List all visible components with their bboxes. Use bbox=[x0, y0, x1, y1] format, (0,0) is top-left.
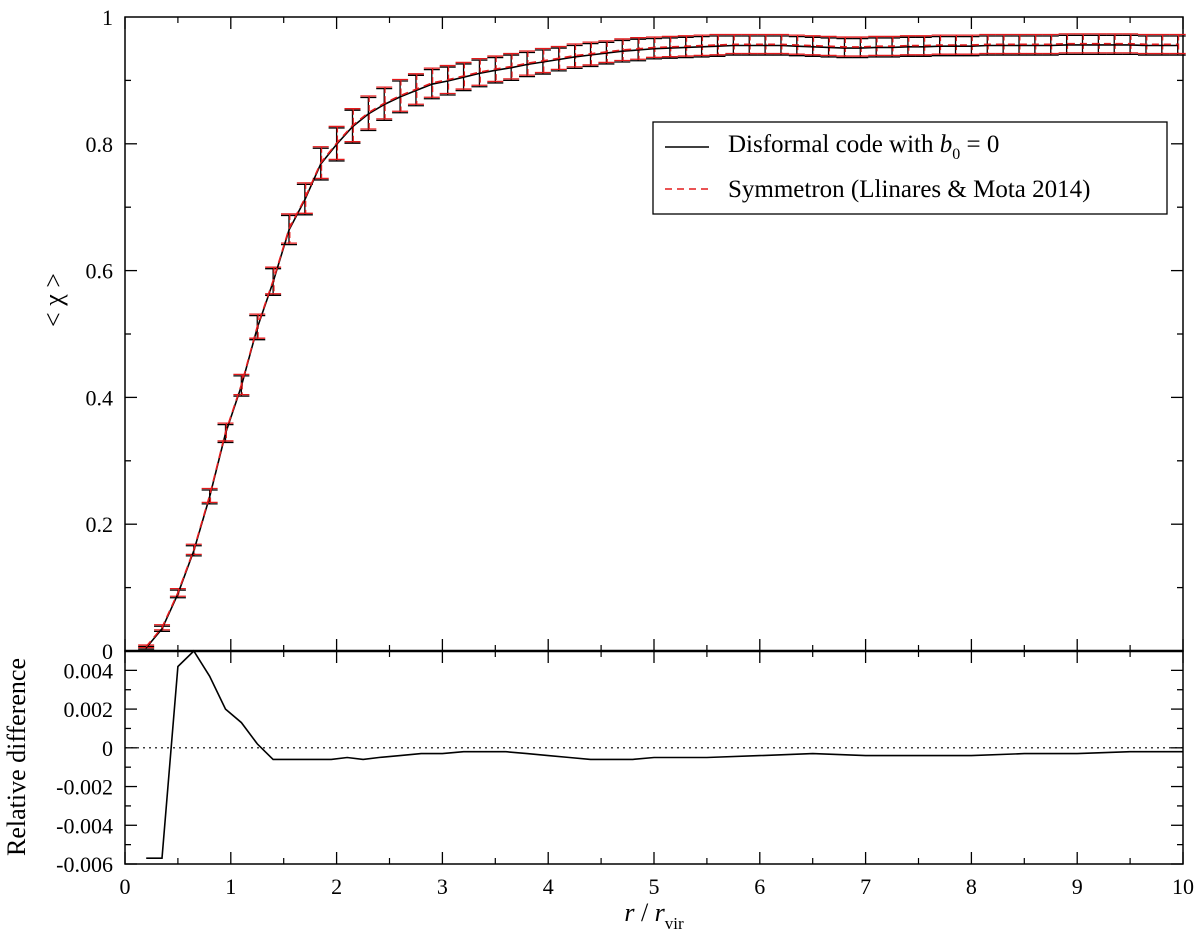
main-y-tick-label: 0.6 bbox=[86, 259, 114, 284]
residual-y-tick-label: 0.002 bbox=[64, 697, 114, 722]
main-y-tick-label-zero: 0 bbox=[102, 639, 113, 664]
main-ticks bbox=[124, 17, 1184, 651]
x-tick-label: 2 bbox=[331, 874, 342, 899]
main-y-tick-label: 0.2 bbox=[86, 512, 114, 537]
x-tick-label: 4 bbox=[543, 874, 554, 899]
main-plot-frame bbox=[124, 16, 1184, 652]
x-tick-label: 7 bbox=[860, 874, 871, 899]
symmetron-series-line bbox=[145, 42, 1178, 648]
residual-y-tick-label: -0.002 bbox=[56, 775, 113, 800]
residual-y-tick-label: -0.006 bbox=[56, 852, 113, 877]
main-y-tick-label: 0.4 bbox=[86, 385, 114, 410]
legend-entry-symmetron: Symmetron (Llinares & Mota 2014) bbox=[728, 176, 1090, 203]
residual-y-tick-label: 0 bbox=[102, 736, 113, 761]
x-tick-label: 0 bbox=[120, 874, 131, 899]
residual-panel: 0 1 2 3 4 5 6 7 8 9 10 -0.006 -0.004 -0.002 0 0.002 0.00… bbox=[2, 649, 1194, 933]
residual-tick-labels: 0 1 2 3 4 5 6 7 8 9 10 -0.006 -0.004 -0.002 0 0.002 0.00… bbox=[56, 658, 1194, 899]
legend-box bbox=[652, 121, 1168, 215]
x-axis-label: r / rvir bbox=[624, 898, 684, 933]
x-tick-label: 8 bbox=[966, 874, 977, 899]
x-tick-label: 5 bbox=[649, 874, 660, 899]
residual-y-tick-label: 0.004 bbox=[64, 658, 114, 683]
relative-difference-line bbox=[146, 649, 1183, 859]
x-tick-label: 3 bbox=[437, 874, 448, 899]
residual-y-tick-label: -0.004 bbox=[56, 813, 113, 838]
x-tick-label: 9 bbox=[1072, 874, 1083, 899]
x-tick-label: 10 bbox=[1172, 874, 1194, 899]
x-tick-label: 1 bbox=[225, 874, 236, 899]
main-y-tick-label: 1 bbox=[102, 5, 113, 30]
main-y-tick-label: 0.8 bbox=[86, 132, 114, 157]
main-y-axis-label: < χ > bbox=[39, 273, 68, 327]
x-tick-label: 6 bbox=[754, 874, 765, 899]
main-errorbars bbox=[138, 33, 1186, 650]
residual-y-axis-label: Relative difference bbox=[2, 658, 31, 856]
legend-entry-disformal: Disformal code with b0 = 0 bbox=[728, 131, 999, 163]
legend: Disformal code with b0 = 0 Symmetron (Ll… bbox=[652, 121, 1168, 215]
main-tick-labels: 0.2 0.4 0.6 0.8 1 0 bbox=[86, 5, 114, 664]
residual-ticks bbox=[124, 651, 1184, 865]
main-panel: 0.2 0.4 0.6 0.8 1 0 < χ > Disformal code with… bbox=[39, 5, 1186, 664]
